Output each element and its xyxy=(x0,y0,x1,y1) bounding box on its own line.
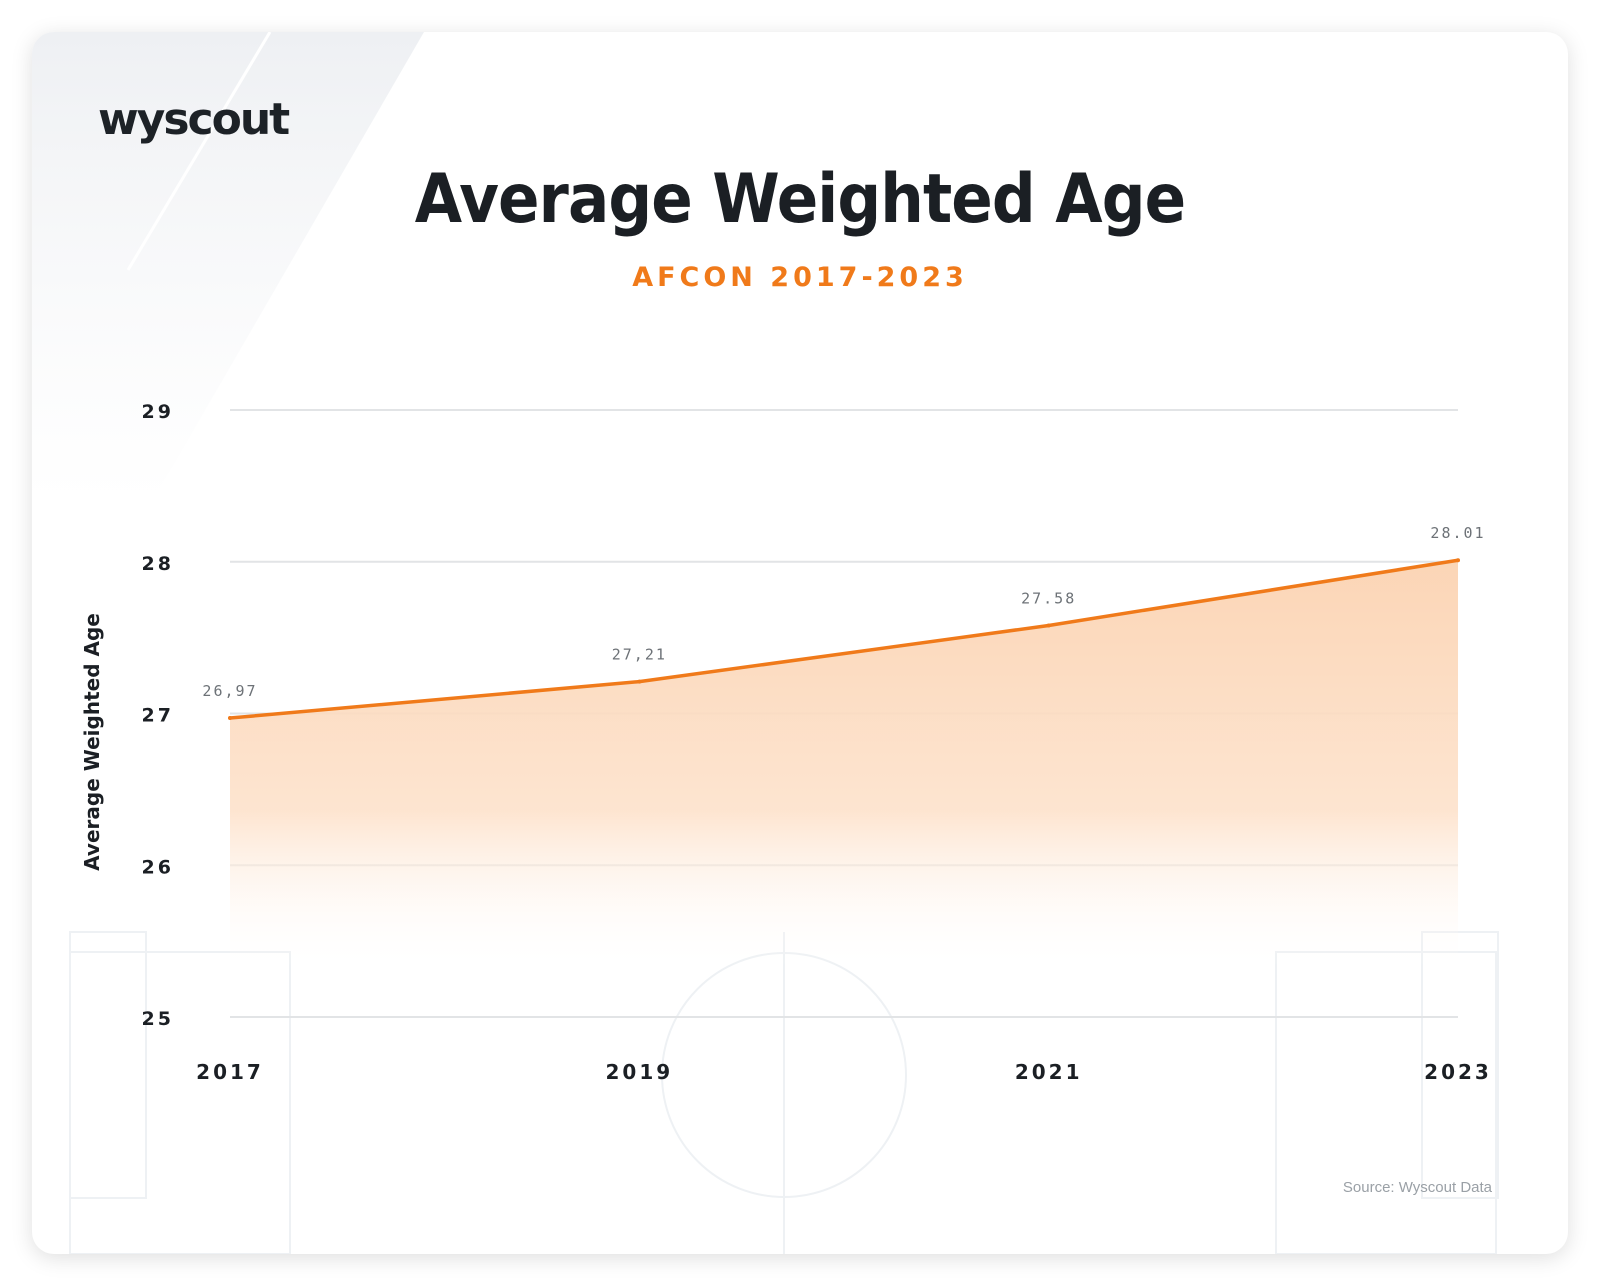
chart-subtitle: AFCON 2017-2023 xyxy=(632,262,968,293)
source-note: Source: Wyscout Data xyxy=(1342,1179,1492,1196)
y-tick-label: 27 xyxy=(142,705,174,727)
data-point xyxy=(1046,623,1051,628)
area-fill xyxy=(230,560,1458,1017)
y-tick-label: 29 xyxy=(142,401,174,423)
y-tick-label: 28 xyxy=(142,553,174,575)
data-point xyxy=(1456,558,1460,563)
data-label: 27.58 xyxy=(1021,589,1076,607)
x-tick-label: 2017 xyxy=(196,1060,264,1084)
data-label: 28.01 xyxy=(1430,524,1485,542)
x-tick-label: 2023 xyxy=(1424,1060,1492,1084)
x-tick-label: 2021 xyxy=(1015,1060,1083,1084)
y-tick-label: 26 xyxy=(142,856,174,878)
series-line xyxy=(228,558,1460,720)
y-tick-label: 25 xyxy=(142,1008,174,1030)
y-axis-title: Average Weighted Age xyxy=(80,613,104,871)
wyscout-logo: wyscout xyxy=(98,94,290,145)
data-point xyxy=(637,679,642,684)
x-tick-label: 2019 xyxy=(605,1060,673,1084)
data-point xyxy=(228,716,232,721)
data-label: 27,21 xyxy=(612,646,667,664)
chart-title: Average Weighted Age xyxy=(414,160,1186,239)
data-label: 26,97 xyxy=(202,682,257,700)
